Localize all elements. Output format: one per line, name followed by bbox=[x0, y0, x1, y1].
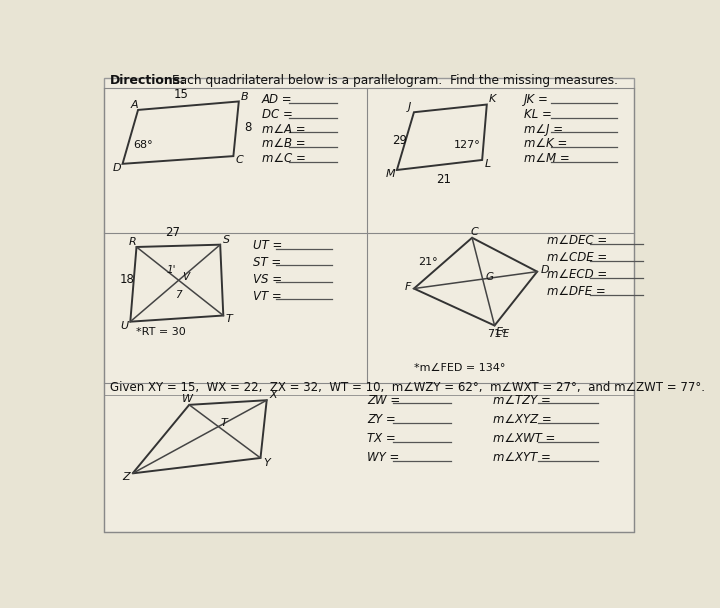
Text: UT =: UT = bbox=[253, 239, 282, 252]
Text: X: X bbox=[269, 390, 276, 400]
Text: 21°: 21° bbox=[418, 257, 438, 268]
Text: ST =: ST = bbox=[253, 256, 281, 269]
Text: B: B bbox=[240, 92, 248, 102]
Text: D: D bbox=[112, 163, 121, 173]
Text: D: D bbox=[540, 265, 549, 275]
Text: m∠XWT =: m∠XWT = bbox=[493, 432, 555, 445]
Text: *m∠FED = 134°: *m∠FED = 134° bbox=[414, 363, 505, 373]
Text: L: L bbox=[485, 159, 491, 169]
Text: Z: Z bbox=[122, 472, 130, 482]
Text: A: A bbox=[130, 100, 138, 110]
Text: T: T bbox=[221, 418, 228, 429]
Text: ZW =: ZW = bbox=[367, 394, 401, 407]
Text: Each quadrilateral below is a parallelogram.  Find the missing measures.: Each quadrilateral below is a parallelog… bbox=[168, 74, 618, 87]
Text: DC =: DC = bbox=[262, 108, 293, 121]
Text: JK =: JK = bbox=[524, 94, 549, 106]
Text: 7: 7 bbox=[175, 290, 182, 300]
Text: 68°: 68° bbox=[133, 140, 153, 150]
Text: S: S bbox=[222, 235, 230, 245]
Text: 71°: 71° bbox=[487, 329, 506, 339]
Text: W: W bbox=[181, 395, 192, 404]
Text: 15: 15 bbox=[174, 88, 189, 101]
Text: M: M bbox=[386, 169, 396, 179]
Text: m∠CDE =: m∠CDE = bbox=[547, 251, 608, 264]
Text: m∠DFE =: m∠DFE = bbox=[547, 285, 606, 298]
Text: 21: 21 bbox=[436, 173, 451, 187]
Text: m∠C =: m∠C = bbox=[262, 152, 306, 165]
Text: 8: 8 bbox=[244, 121, 251, 134]
Text: 127°: 127° bbox=[454, 140, 481, 150]
Text: m∠A =: m∠A = bbox=[262, 123, 306, 136]
Text: K: K bbox=[488, 94, 495, 104]
Text: TX =: TX = bbox=[367, 432, 396, 445]
Text: m∠DEC =: m∠DEC = bbox=[547, 234, 608, 247]
Text: m∠J =: m∠J = bbox=[524, 123, 563, 136]
Text: ZY =: ZY = bbox=[367, 413, 396, 426]
Text: 1': 1' bbox=[167, 265, 176, 275]
Text: m∠TZY =: m∠TZY = bbox=[493, 394, 551, 407]
Text: Given XY = 15,  WX = 22,  ZX = 32,  WT = 10,  m∠WZY = 62°,  m∠WXT = 27°,  and m∠: Given XY = 15, WX = 22, ZX = 32, WT = 10… bbox=[110, 381, 705, 393]
Text: V: V bbox=[182, 272, 189, 282]
Text: T: T bbox=[225, 314, 233, 324]
Text: m∠ECD =: m∠ECD = bbox=[547, 268, 608, 282]
Text: U: U bbox=[120, 320, 128, 331]
Text: F: F bbox=[405, 282, 411, 292]
Text: VT =: VT = bbox=[253, 290, 282, 303]
Text: E: E bbox=[496, 328, 503, 337]
Text: C: C bbox=[235, 155, 243, 165]
Text: m∠M =: m∠M = bbox=[524, 152, 570, 165]
Text: E: E bbox=[503, 329, 508, 339]
Text: *RT = 30: *RT = 30 bbox=[137, 326, 186, 337]
Text: m∠K =: m∠K = bbox=[524, 137, 567, 150]
Text: m∠B =: m∠B = bbox=[262, 137, 306, 150]
Text: m∠XYT =: m∠XYT = bbox=[493, 452, 551, 465]
Text: WY =: WY = bbox=[367, 452, 400, 465]
Text: C: C bbox=[471, 227, 478, 237]
Text: m∠XYZ =: m∠XYZ = bbox=[493, 413, 552, 426]
Text: R: R bbox=[129, 237, 137, 247]
Text: G: G bbox=[485, 272, 493, 282]
Text: AD =: AD = bbox=[262, 94, 292, 106]
Text: 29: 29 bbox=[392, 134, 408, 147]
Text: Y: Y bbox=[263, 458, 269, 468]
Text: 27: 27 bbox=[166, 226, 181, 239]
Text: VS =: VS = bbox=[253, 273, 282, 286]
Text: 18: 18 bbox=[120, 273, 135, 286]
Text: KL =: KL = bbox=[524, 108, 552, 121]
Text: Directions:: Directions: bbox=[110, 74, 186, 87]
Text: J: J bbox=[408, 102, 411, 112]
